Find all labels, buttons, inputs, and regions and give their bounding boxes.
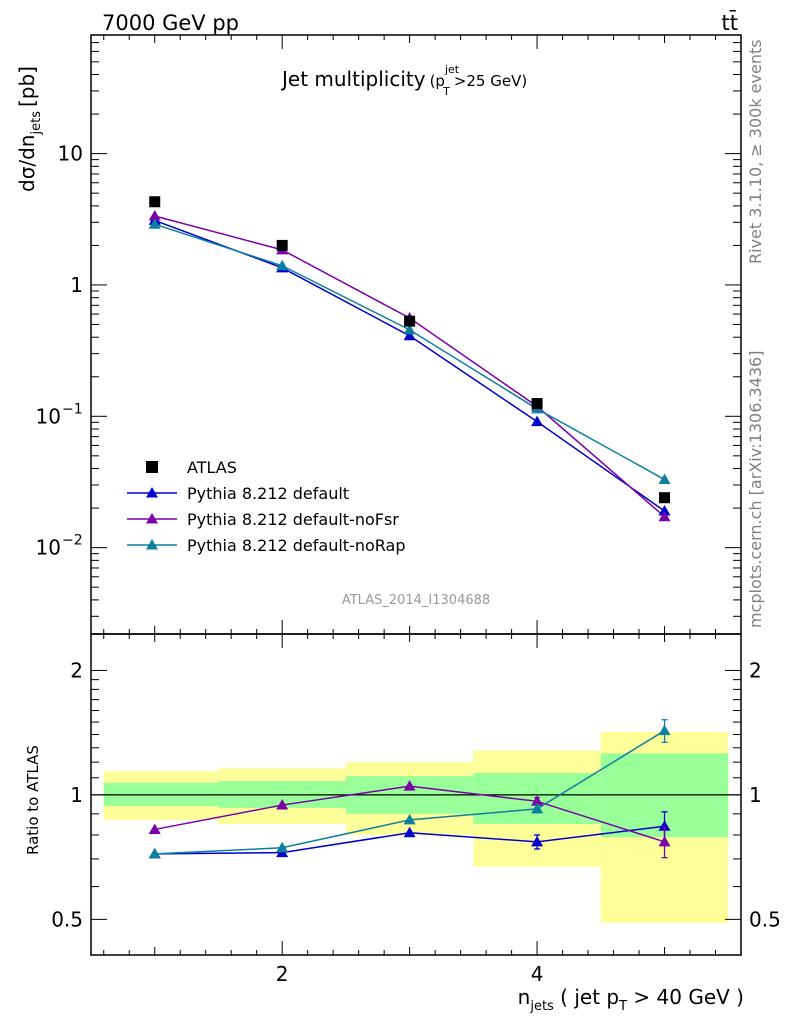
ratio-panel: 2 4 0.5 0.5 1 1 2 2 <box>51 633 781 986</box>
x-axis-label-sub: jets <box>529 999 554 1014</box>
header-left: 7000 GeV pp <box>102 11 239 35</box>
ratio-y-tick-label-right: 1 <box>749 783 762 807</box>
main-title-subT: T <box>442 85 450 98</box>
main-series-0-point-4 <box>658 505 671 516</box>
main-y-tick-label: 10 <box>58 142 83 166</box>
ratio-series-2-point-1 <box>276 841 289 853</box>
ratio-series-1-point-4 <box>658 835 671 847</box>
x-tick-label: 4 <box>531 962 544 986</box>
main-series-0-point-3 <box>531 415 544 427</box>
legend-marker-2 <box>146 513 158 524</box>
x-axis-label: njets ( jet pT > 40 GeV ) <box>518 985 744 1014</box>
atlas-point-3 <box>531 398 543 410</box>
ratio-series-1-point-3 <box>531 795 544 806</box>
main-title-text: Jet multiplicity <box>280 67 426 91</box>
ratio-series-1-point-2 <box>403 780 416 791</box>
ratio-y-tick-label-right: 0.5 <box>749 907 781 931</box>
main-y-tick-label: 1 <box>70 273 83 297</box>
ratio-series-1-point-0 <box>148 823 161 834</box>
main-ylabel-unit: [pb] <box>15 66 39 107</box>
x-axis-label-mid: ( jet p <box>554 985 619 1009</box>
ratio-series-2-point-3 <box>531 802 544 814</box>
ratio-series-0-point-3 <box>531 835 544 847</box>
atlas-point-1 <box>276 239 288 251</box>
x-tick-label: 2 <box>276 962 289 986</box>
ratio-series-0-point-2 <box>403 826 416 838</box>
legend: ATLAS Pythia 8.212 default Pythia 8.212 de… <box>127 458 405 555</box>
legend-label-2: Pythia 8.212 default-noFsr <box>187 510 399 529</box>
legend-marker-3 <box>146 539 158 550</box>
main-series-1-point-0 <box>148 209 161 221</box>
x-axis-label-end: > 40 GeV ) <box>627 985 744 1009</box>
main-series-2-point-2 <box>403 323 416 335</box>
main-series-2-point-0 <box>148 218 161 229</box>
main-y-tick-exponent: −1 <box>62 401 83 417</box>
legend-label-0: ATLAS <box>187 458 237 477</box>
header-right: tt̄ <box>722 10 738 35</box>
main-title: Jet multiplicity (pjet T >25 GeV) <box>280 63 527 98</box>
legend-label-3: Pythia 8.212 default-noRap <box>187 536 405 555</box>
main-series-2-point-4 <box>658 473 671 485</box>
legend-marker-1 <box>146 487 158 498</box>
ratio-ylabel: Ratio to ATLAS <box>24 745 42 855</box>
main-series-1-point-4 <box>658 510 671 522</box>
main-y-tick-label: 10 <box>36 536 61 560</box>
x-axis-label-n: n <box>518 985 531 1009</box>
ratio-y-tick-label: 0.5 <box>51 907 83 931</box>
main-title-sup: jet <box>444 63 460 76</box>
main-y-tick-label: 10 <box>36 404 61 428</box>
main-series-2-point-1 <box>276 259 289 271</box>
ratio-y-tick-label-right: 2 <box>749 658 762 682</box>
ratio-series-2-point-0 <box>148 847 161 859</box>
mcplots-label: mcplots.cern.ch [arXiv:1306.3436] <box>746 351 765 628</box>
main-title-rest: >25 GeV) <box>454 72 527 90</box>
ratio-series-0-point-4 <box>658 820 671 831</box>
main-ylabel-text: dσ/dn <box>15 135 39 192</box>
ratio-series-2-point-4 <box>658 724 671 736</box>
main-title-p: (p <box>430 72 445 90</box>
ratio-series-2-point-2 <box>403 813 416 825</box>
ratio-series-1-point-1 <box>276 799 289 810</box>
main-series-line-2 <box>154 223 665 481</box>
analysis-watermark: ATLAS_2014_I1304688 <box>342 593 490 608</box>
rivet-label: Rivet 3.1.10, ≥ 300k events <box>746 39 765 264</box>
x-axis-label-sub2: T <box>618 999 627 1014</box>
legend-marker-0 <box>146 461 158 473</box>
main-series-0-point-2 <box>403 329 416 341</box>
main-y-tick-exponent: −2 <box>62 533 83 549</box>
atlas-point-4 <box>659 492 671 504</box>
ratio-y-tick-label: 1 <box>70 783 83 807</box>
main-ylabel-sub: jets <box>29 111 44 136</box>
atlas-point-0 <box>149 196 161 208</box>
atlas-point-2 <box>404 315 416 327</box>
ratio-y-tick-label: 2 <box>70 658 83 682</box>
main-ylabel: dσ/dnjets [pb] <box>15 66 44 192</box>
legend-label-1: Pythia 8.212 default <box>187 484 349 503</box>
